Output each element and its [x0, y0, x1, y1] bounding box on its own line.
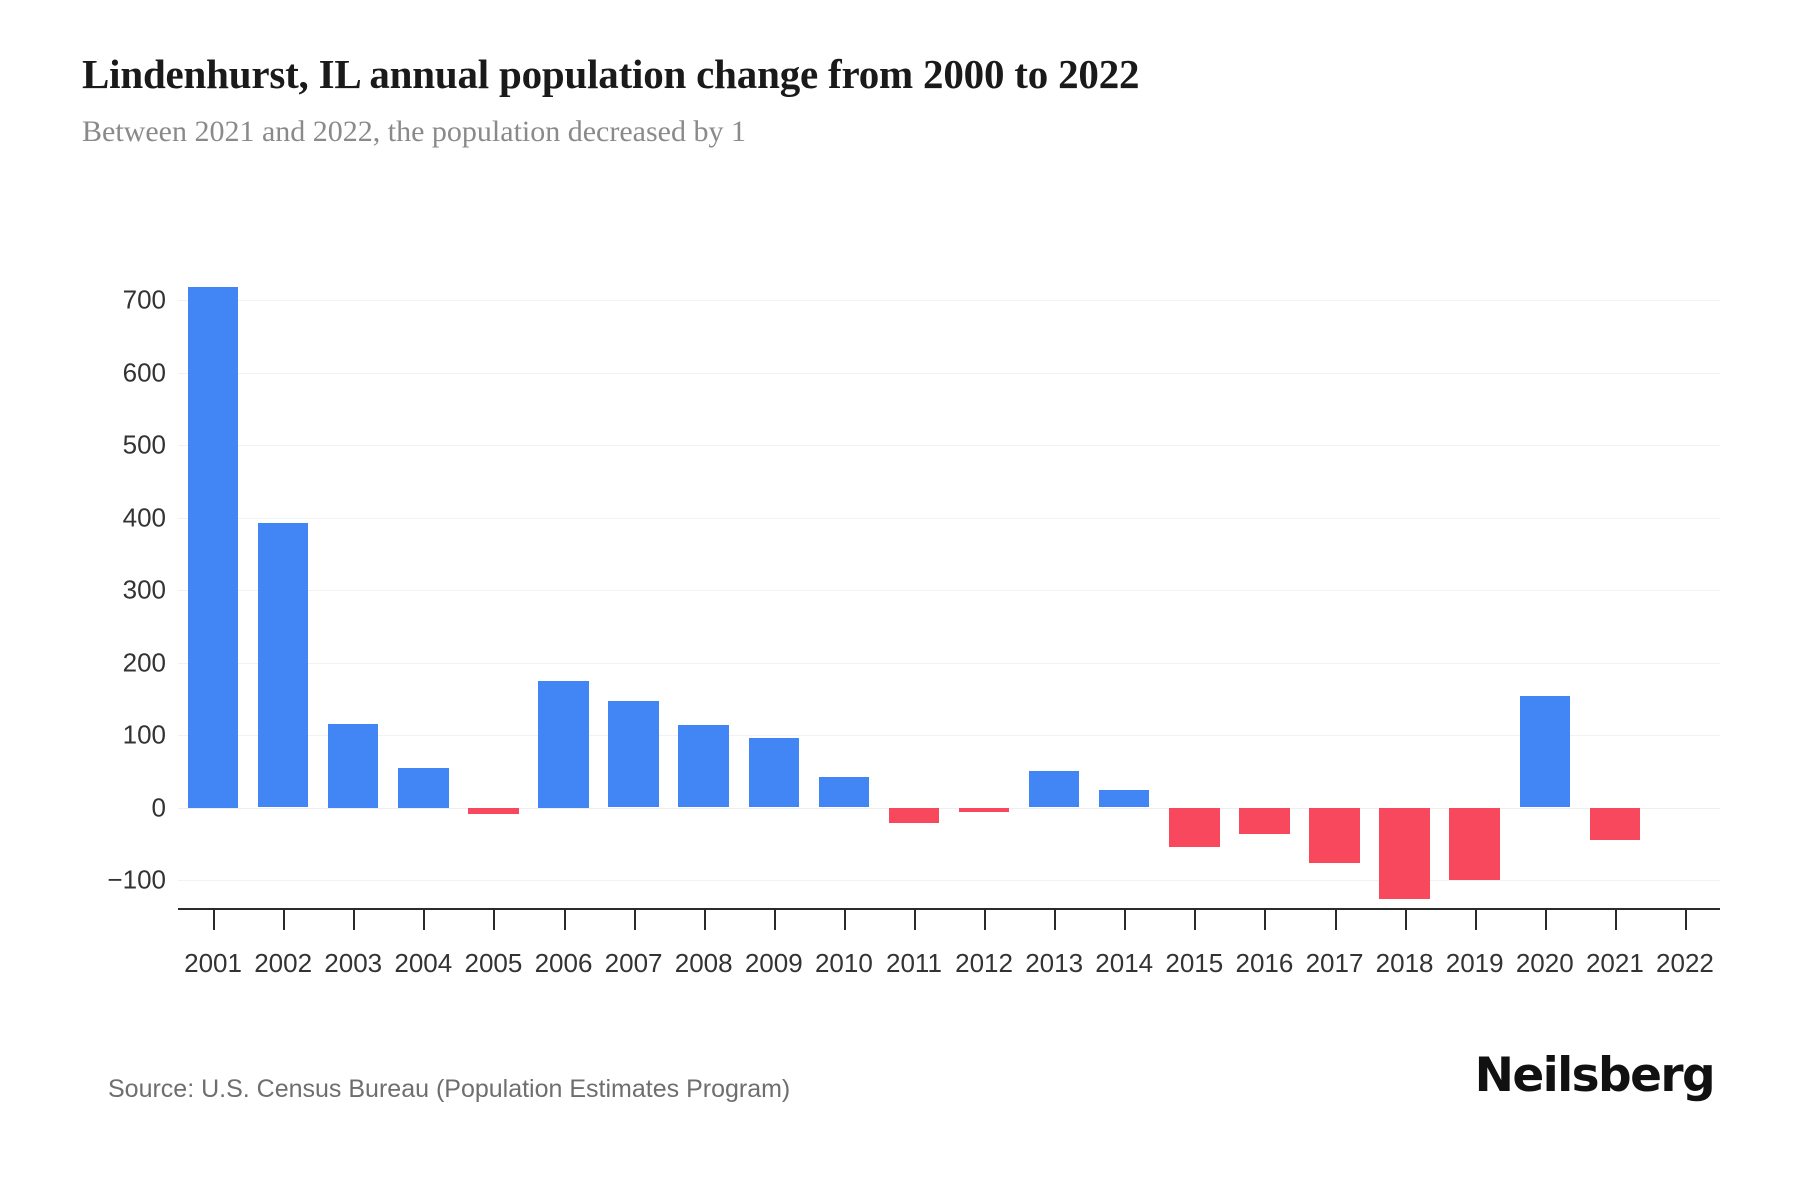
x-axis-tick: [1124, 908, 1127, 930]
x-axis-tick-label: 2006: [534, 948, 593, 978]
x-axis-tick-label: 2016: [1235, 948, 1294, 978]
x-axis-tick: [633, 908, 636, 930]
bar[interactable]: [1309, 807, 1360, 863]
x-axis-tick: [1264, 908, 1267, 930]
brand-logo: Neilsberg: [1474, 1048, 1716, 1103]
x-axis-tick: [283, 908, 286, 930]
bar[interactable]: [398, 767, 449, 808]
y-axis-tick-label: 600: [122, 357, 166, 387]
bar[interactable]: [608, 700, 659, 808]
chart-subtitle: Between 2021 and 2022, the population de…: [82, 115, 746, 149]
bar[interactable]: [1098, 790, 1150, 808]
y-axis-tick-label: 300: [122, 574, 166, 605]
gridline-600: [178, 372, 1720, 374]
gridline-300: [178, 590, 1720, 591]
bar[interactable]: [327, 724, 379, 808]
y-axis-tick-label: 500: [122, 429, 166, 460]
bar[interactable]: [187, 286, 239, 808]
x-axis-tick-label: 2007: [604, 948, 663, 978]
x-axis-tick-label: 2009: [744, 948, 803, 978]
gridline-100: [178, 735, 1720, 736]
bar[interactable]: [1589, 807, 1641, 841]
x-axis-tick-label: 2018: [1375, 948, 1434, 978]
bar[interactable]: [818, 777, 870, 808]
gridline-700: [178, 300, 1720, 301]
x-axis-tick: [843, 908, 846, 930]
x-axis-tick-label: 2010: [814, 948, 873, 978]
x-axis-tick: [1614, 908, 1617, 930]
x-axis-line: [178, 908, 1720, 910]
x-axis-tick: [1404, 908, 1407, 930]
x-axis-tick-label: 2015: [1165, 948, 1224, 978]
x-axis-tick: [1334, 908, 1337, 930]
gridline-0: [178, 807, 1720, 809]
bar[interactable]: [538, 680, 589, 808]
bar[interactable]: [1169, 807, 1220, 848]
bar[interactable]: [1028, 770, 1080, 808]
x-axis-tick: [773, 908, 776, 930]
x-axis-tick: [353, 908, 356, 930]
x-axis-tick-label: 2005: [464, 948, 523, 978]
bar[interactable]: [958, 807, 1010, 812]
bar[interactable]: [888, 807, 940, 824]
bar[interactable]: [257, 522, 309, 808]
gridline--100: [178, 880, 1720, 881]
gridline-500: [178, 445, 1720, 446]
bar[interactable]: [468, 807, 519, 815]
x-axis-tick: [1684, 908, 1687, 930]
x-axis-tick-label: 2011: [885, 948, 942, 978]
x-axis-tick: [213, 908, 216, 930]
y-axis-tick-label: 700: [122, 284, 166, 315]
chart-header: Lindenhurst, IL annual population change…: [82, 50, 1722, 150]
x-axis-tick-label: 2003: [324, 948, 383, 978]
x-axis-tick-label: 2014: [1095, 948, 1154, 978]
x-axis-tick-label: 2020: [1515, 948, 1574, 978]
x-axis-tick: [1544, 908, 1547, 930]
y-axis-tick-label: −100: [107, 864, 166, 895]
x-axis-tick-label: 2008: [674, 948, 733, 978]
x-axis-tick: [1054, 908, 1057, 930]
x-axis-tick: [984, 908, 987, 930]
y-axis-tick-label: 0: [151, 792, 166, 822]
source-note: Source: U.S. Census Bureau (Population E…: [108, 1075, 791, 1103]
x-axis-tick-label: 2001: [184, 948, 242, 978]
x-axis-tick-label: 2021: [1585, 948, 1644, 978]
gridline-400: [178, 517, 1720, 519]
x-axis-tick-label: 2017: [1305, 948, 1364, 978]
x-axis-tick: [1194, 908, 1197, 930]
x-axis-tick-label: 2013: [1025, 948, 1084, 978]
chart-title: Lindenhurst, IL annual population change…: [82, 51, 1140, 97]
x-axis-tick: [703, 908, 706, 930]
plot-area: [178, 286, 1720, 899]
x-axis-tick: [1474, 908, 1477, 930]
bar[interactable]: [748, 737, 799, 808]
y-axis-tick-label: 200: [122, 647, 166, 677]
x-axis-tick-label: 2004: [394, 948, 453, 978]
y-axis-tick-label: 100: [122, 719, 166, 750]
x-axis-tick-label: 2012: [955, 948, 1013, 978]
bar[interactable]: [1519, 695, 1570, 808]
x-axis-tick: [493, 908, 496, 930]
x-axis-tick-label: 2002: [254, 948, 313, 978]
x-axis-tick-label: 2022: [1656, 948, 1714, 978]
bar[interactable]: [1239, 807, 1290, 834]
x-axis-tick-label: 2019: [1445, 948, 1504, 978]
bar[interactable]: [678, 724, 729, 808]
bar[interactable]: [1379, 807, 1430, 899]
bar[interactable]: [1449, 807, 1500, 880]
gridline-200: [178, 662, 1720, 664]
x-axis-tick: [563, 908, 566, 930]
x-axis-tick: [423, 908, 426, 930]
x-axis-tick: [913, 908, 916, 930]
y-axis-tick-label: 400: [122, 502, 166, 532]
